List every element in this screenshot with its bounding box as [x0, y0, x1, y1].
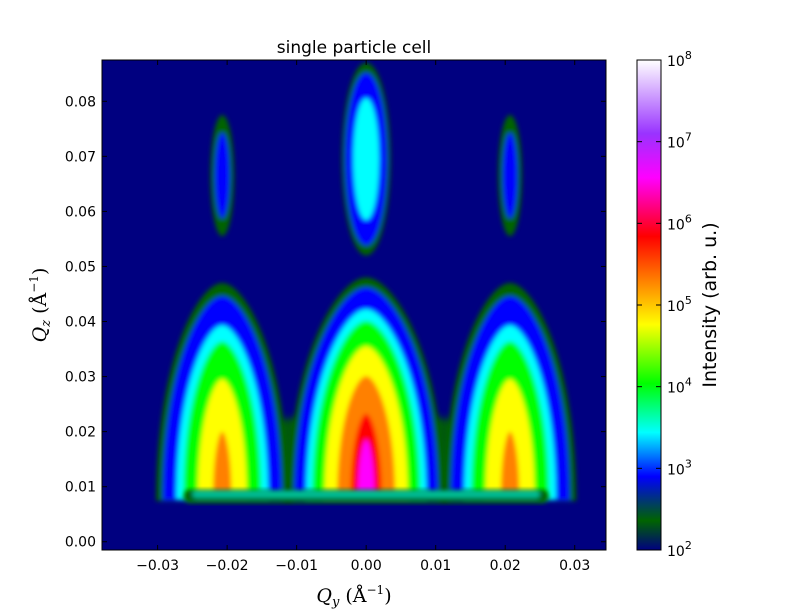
- colorbar-ticks: 102 103 104 105 106 107 108: [637, 49, 692, 560]
- yoneda-band: [184, 489, 549, 504]
- plot-area: [101, 59, 607, 551]
- peak-contour: [214, 132, 230, 219]
- colorbar-tick-label: 108: [667, 49, 692, 70]
- y-tick-label: 0.01: [65, 480, 96, 496]
- peak-contour: [502, 132, 518, 219]
- colorbar-label: Intensity (arb. u.): [699, 222, 721, 387]
- rod-peak-0: [156, 282, 289, 501]
- y-tick-label: 0.02: [65, 425, 96, 441]
- rod-contour: [213, 431, 232, 496]
- upper-peak-2: [498, 115, 522, 237]
- rod-peak-2: [444, 282, 577, 501]
- peak-contour: [358, 116, 375, 203]
- x-tick-label: 0.01: [420, 558, 451, 574]
- colorbar-tick-label: 102: [667, 539, 692, 560]
- colorbar-tick-label: 105: [667, 294, 692, 315]
- upper-peak-0: [210, 115, 235, 237]
- x-tick-label: 0.03: [559, 558, 590, 574]
- colorbar-tick-label: 106: [667, 212, 692, 233]
- y-tick-label: 0.04: [65, 315, 96, 331]
- colorbar-tick-label: 103: [667, 457, 692, 478]
- rod-contour: [357, 439, 375, 496]
- y-tick-label: 0.00: [65, 535, 96, 551]
- upper-peak-1: [341, 62, 391, 256]
- x-tick-label: 0.02: [490, 558, 521, 574]
- chart-title: single particle cell: [277, 38, 432, 58]
- y-tick-label: 0.03: [65, 370, 96, 386]
- y-axis: 0.00 0.01 0.02 0.03 0.04 0.05 0.06 0.07 0.08: [65, 94, 606, 551]
- colorbar-tick-label: 107: [667, 131, 692, 152]
- rod-peak-1: [288, 277, 445, 501]
- y-tick-label: 0.06: [65, 204, 96, 220]
- heatmap: [156, 62, 577, 504]
- x-tick-label: 0.00: [351, 558, 382, 574]
- band-inner: [192, 491, 540, 498]
- x-tick-label: −0.03: [136, 558, 179, 574]
- y-tick-label: 0.07: [65, 149, 96, 165]
- y-tick-label: 0.08: [65, 94, 96, 110]
- x-tick-label: −0.01: [275, 558, 318, 574]
- colorbar: 102 103 104 105 106 107 108 Intensity (arb. u.…: [636, 49, 721, 560]
- plot-frame: [101, 59, 607, 551]
- x-axis: −0.03 −0.02 −0.01 0.00 0.01 0.02 0.03: [136, 60, 590, 574]
- y-axis-label: Qz (Å−1): [27, 268, 54, 343]
- y-tick-label: 0.05: [65, 259, 96, 275]
- x-axis-label: Qy (Å−1): [316, 583, 391, 610]
- x-tick-label: −0.02: [206, 558, 249, 574]
- rod-contour: [500, 431, 520, 496]
- colorbar-tick-label: 104: [667, 376, 692, 397]
